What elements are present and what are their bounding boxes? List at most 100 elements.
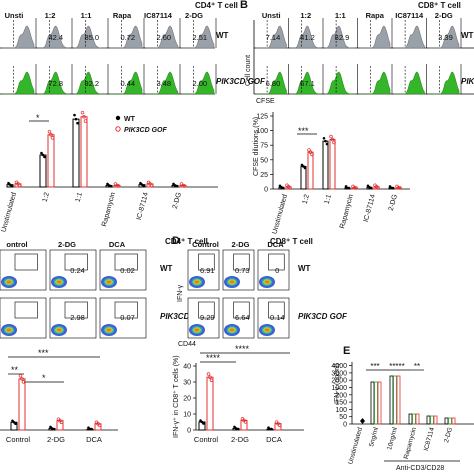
panel-e-y-tick-label: 0 [343,422,347,429]
panel-d-flow-yaxis: IFN-γ [177,284,184,302]
panel-a-bar-chart: WT PIK3CD GOF * Unstimulated 1:2 1:1 Rapamy… [1,110,218,233]
panel-a-bar [47,134,55,188]
panel-c-gate [14,253,38,271]
panel-c-gate [64,301,88,319]
panel-b-wt-value: 41.2 [300,33,315,42]
histogram [394,71,425,95]
panel-d-point [236,427,239,431]
panel-b-x-tick-label: Rapamycin [339,194,355,230]
panel-a-point [83,119,88,123]
panel-a-point [76,121,79,125]
panel-c-wt-value: 0.02 [120,266,135,275]
histogram [182,25,215,49]
panel-a-gof-value: 3.48 [156,79,171,88]
panel-a-wt-value: 2.51 [192,33,207,42]
panel-c-gof-value: 2.98 [70,313,85,322]
panel-c-x-tick-label: 2-DG [47,435,65,444]
panel-c-point [97,423,102,428]
panel-b-y-tick-label: 0 [264,187,268,194]
panel-a-point [175,184,178,188]
panel-b-bar [300,165,307,190]
panel-b-x-tick-label: 1:1 [324,194,333,205]
panel-e-x-tick-label: 5ng/ml [368,426,380,447]
panel-d-ylabel: IFN-γ⁺ in CD8⁺ T cells (%) [173,355,180,438]
panel-b-condition-label: 1:1 [335,11,346,20]
panel-d-bar-chart: 0 10 20 30 40 IFN-γ⁺ in CD8⁺ T cells (%) ***… [173,344,304,444]
panel-c-cell-type: CD4⁺ T cell [165,237,208,246]
panel-b-flow-xaxis: CFSE [256,98,275,105]
panel-e-bar [426,415,431,425]
panel-e-y-tick-label: 4000 [331,363,347,370]
panel-e-x-tick-label: Rapamycin [403,426,418,460]
panel-e-bar [389,375,394,425]
panel-c-x-tick-label: DCA [86,435,102,444]
panel-d-gate [268,253,285,271]
panel-d-sig-top: **** [235,344,250,354]
panel-c-condition-label: ontrol [6,240,27,249]
panel-d-gof-value: 6.64 [235,313,250,322]
panel-c-gate [64,253,88,271]
panel-b-wt-value: 3.39 [438,33,453,42]
panel-c-density [106,280,112,284]
panel-a-point [47,129,52,134]
panel-a-legend-gof: PIK3CD GOF [124,127,168,134]
panel-b-wt-label: WT [461,31,474,40]
panel-a-x-tick-label: 2-DG [172,192,183,210]
panel-b-point [376,186,380,190]
panel-a-gof-value: 72.8 [48,79,63,88]
histogram [146,71,179,95]
panel-c-density [6,328,12,332]
panel-a-point [41,153,45,157]
panel-b-point [325,142,329,146]
panel-a-gof-value: 0.44 [120,79,135,88]
panel-c-wt-label: WT [160,264,173,273]
histogram [2,71,35,95]
panel-c-sig-top: *** [38,348,49,358]
panel-e-label: E [343,345,350,357]
panel-a-point [17,183,22,188]
panel-a-wt-value: 85.0 [84,33,99,42]
panel-b-cell-type: CD8⁺ T cell [418,1,461,10]
panel-c-bar [18,378,26,431]
panel-a-point [74,117,78,121]
panel-c-gate [114,253,138,271]
panel-a-sig: * [36,113,40,123]
panel-b-y-tick-label: 50 [260,157,268,164]
panel-b-point [288,186,292,190]
panel-a-x-tick-label: Rapamycin [101,192,117,228]
panel-b-point [396,186,401,190]
panel-a-point [116,184,121,188]
panel-b-y-tick-label: 75 [260,143,268,150]
panel-b-y-tick-label: 25 [260,172,268,179]
panel-e-sig: ***** [389,362,405,371]
panel-b-gof-label: PIK [461,77,474,86]
panel-e-y-tick-label: 3000 [331,370,347,377]
panel-b-point [398,186,402,190]
panel-d-y-tick-label: 30 [183,380,191,387]
panel-d-gate [198,301,215,319]
panel-d-density [194,280,200,284]
panel-b-point [281,186,285,190]
histogram [290,71,321,95]
panel-d-wt-value: 6.91 [200,266,215,275]
panel-b-flow-yaxis: Cell count [245,55,252,86]
panel-c-wt-value: 0.24 [70,266,85,275]
panel-e-bar [433,415,438,425]
panel-c-sig-b: * [42,373,46,383]
panel-a-condition-label: Unsti [5,11,24,20]
panel-e-bar [393,375,397,425]
panel-c-point [21,380,26,384]
panel-d-gate [233,301,250,319]
panel-d-y-tick-label: 10 [183,412,191,419]
histogram [73,25,106,49]
panel-b-flow: B CD8⁺ T cell Unsti 1:2 1:1 Rapa IC87114 2-DG… [240,0,474,105]
panel-d-cell-type: CD8⁺ T cell [270,237,313,246]
panel-a-point [10,184,13,188]
panel-c-gof-label: PIK3CD GOF [160,312,210,321]
panel-d-density [194,328,200,332]
panel-b-point [310,152,314,157]
histogram [290,25,321,49]
panel-b-y-tick-label: 100 [256,128,268,135]
panel-c-density [56,328,62,332]
